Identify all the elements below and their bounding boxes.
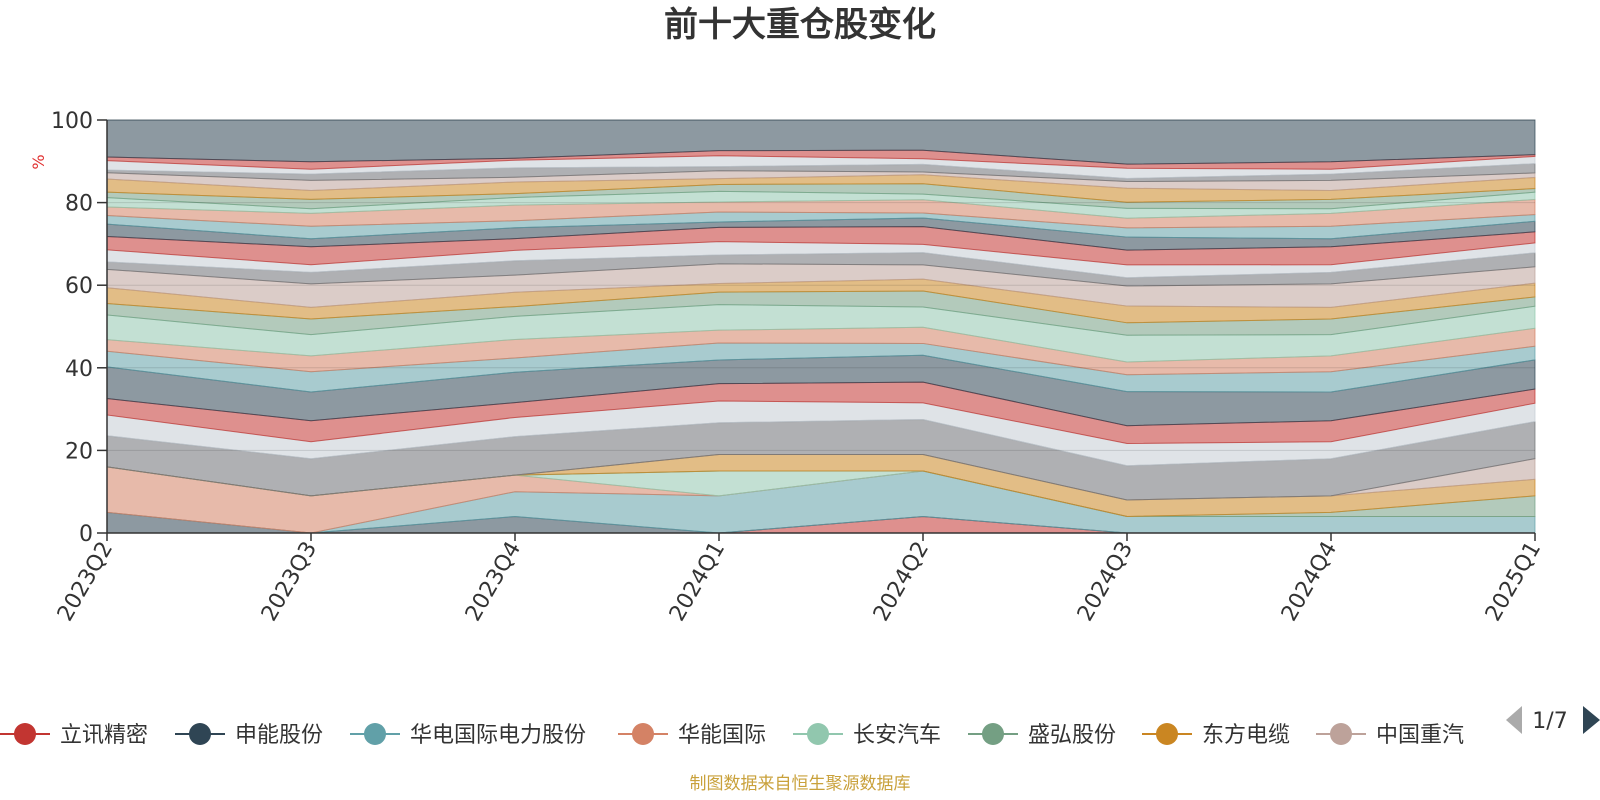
x-tick-label: 2023Q4	[461, 538, 526, 626]
y-tick-label: 100	[51, 109, 93, 134]
legend-item-7[interactable]: 中国重汽	[1316, 723, 1464, 748]
legend-marker-icon	[632, 723, 654, 745]
holding-band-31	[106, 119, 1536, 165]
legend: 立讯精密 申能股份 华电国际电力股份 华能国际 长安汽车 盛弘股份 东方电缆 中国重汽	[0, 723, 1464, 748]
legend-label: 申能股份	[235, 723, 323, 748]
grid-lines	[107, 119, 1535, 451]
legend-marker-icon	[807, 723, 829, 745]
legend-label: 中国重汽	[1376, 723, 1464, 748]
legend-label: 立讯精密	[60, 723, 148, 748]
y-tick-label: 80	[65, 192, 93, 217]
legend-item-2[interactable]: 华电国际电力股份	[350, 723, 586, 748]
legend-item-0[interactable]: 立讯精密	[0, 723, 148, 748]
x-tick-label: 2024Q2	[869, 538, 934, 626]
y-tick-label: 60	[65, 274, 93, 299]
legend-prev-icon[interactable]	[1506, 706, 1522, 734]
legend-item-3[interactable]: 华能国际	[618, 723, 766, 748]
legend-label: 盛弘股份	[1028, 723, 1116, 748]
y-axis-unit: %	[29, 154, 48, 169]
x-tick-label: 2023Q3	[257, 538, 322, 626]
legend-marker-icon	[364, 723, 386, 745]
legend-marker-icon	[189, 723, 211, 745]
x-tick-label: 2024Q4	[1277, 538, 1342, 626]
legend-item-6[interactable]: 东方电缆	[1142, 723, 1290, 748]
x-tick-label: 2023Q2	[53, 538, 118, 626]
x-tick-label: 2024Q3	[1073, 538, 1138, 626]
y-tick-label: 20	[65, 439, 93, 464]
x-tick-label: 2024Q1	[665, 538, 730, 626]
legend-label: 东方电缆	[1202, 723, 1290, 748]
legend-item-4[interactable]: 长安汽车	[793, 723, 941, 748]
legend-label: 华电国际电力股份	[410, 723, 586, 748]
legend-marker-icon	[14, 723, 36, 745]
y-tick-label: 0	[79, 522, 93, 547]
plot-area	[106, 119, 1536, 534]
legend-marker-icon	[982, 723, 1004, 745]
source-note: 制图数据来自恒生聚源数据库	[690, 774, 911, 794]
x-tick-label: 2025Q1	[1481, 538, 1546, 626]
legend-label: 华能国际	[678, 723, 766, 748]
legend-pager: 1/7	[1506, 706, 1600, 734]
legend-page-indicator: 1/7	[1532, 709, 1567, 734]
legend-item-5[interactable]: 盛弘股份	[968, 723, 1116, 748]
legend-next-icon[interactable]	[1583, 706, 1600, 734]
legend-item-1[interactable]: 申能股份	[175, 723, 323, 748]
chart-title: 前十大重仓股变化	[664, 5, 936, 45]
legend-label: 长安汽车	[853, 723, 941, 748]
y-tick-label: 40	[65, 357, 93, 382]
legend-marker-icon	[1156, 723, 1178, 745]
legend-marker-icon	[1330, 723, 1352, 745]
